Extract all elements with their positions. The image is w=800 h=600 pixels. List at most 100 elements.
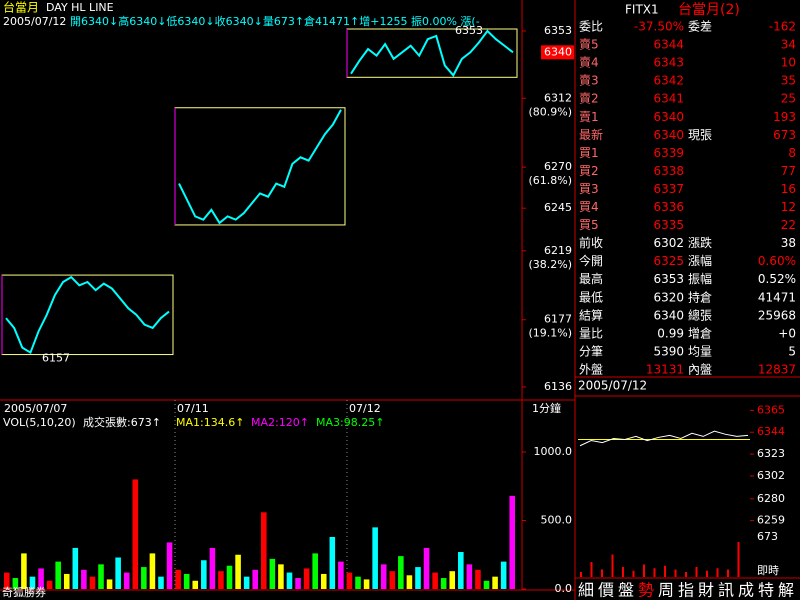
menu-item[interactable]: 訊 <box>718 581 734 600</box>
row-label: 賣3 <box>579 73 599 88</box>
menu-item[interactable]: 指 <box>678 581 694 600</box>
last-price-box <box>541 45 574 60</box>
date-label: 07/12 <box>349 402 381 415</box>
volume-bar <box>372 527 378 589</box>
fib-label: (61.8%) <box>528 174 572 187</box>
volume-bar <box>338 561 344 589</box>
volume-bar <box>509 495 515 589</box>
menu-item[interactable]: 周 <box>658 581 674 600</box>
volume-bar <box>346 572 353 589</box>
mini-volume-bar <box>632 570 635 577</box>
row-value: 6320 <box>653 290 684 304</box>
volume-bar <box>226 565 233 589</box>
quote-name: 台當月(2) <box>678 2 740 18</box>
row-label: 量比 <box>579 326 603 340</box>
row-label: 內盤 <box>688 362 712 376</box>
mini-line <box>579 430 749 447</box>
volume-bar <box>166 542 173 589</box>
legend-item: VOL(5,10,20) <box>3 416 76 429</box>
date-label: 07/11 <box>177 402 209 415</box>
row-value: 34 <box>781 38 796 52</box>
volume-bar <box>466 564 473 589</box>
volume-bar <box>158 576 164 589</box>
volume-bar <box>295 578 301 589</box>
row-value: 77 <box>781 164 796 178</box>
row-label: 賣5 <box>579 37 599 52</box>
row-value: 6302 <box>653 236 684 250</box>
row-value: 35 <box>781 74 796 88</box>
mini-volume-bar <box>727 569 729 577</box>
row-label: 賣2 <box>579 91 599 106</box>
menu-item[interactable]: 成 <box>738 581 754 600</box>
volume-bar <box>269 558 276 589</box>
row-label: 買4 <box>579 200 599 214</box>
row-value: 6340 <box>653 308 684 322</box>
menu-item[interactable]: 價 <box>598 581 614 600</box>
row-label: 委比 <box>579 20 603 34</box>
volume-bar <box>98 564 104 589</box>
menu-item[interactable]: 特 <box>758 581 774 600</box>
y-tick-label: 1000.0 <box>534 445 573 458</box>
row-value: 6340 <box>653 110 684 124</box>
row-value: 6339 <box>653 146 684 160</box>
volume-bar <box>29 576 36 589</box>
volume-bar <box>141 567 147 589</box>
y-tick-label: 6245 <box>544 201 572 214</box>
volume-bar <box>355 576 361 589</box>
y-tick-label: 6280 <box>757 492 785 505</box>
row-value: 193 <box>773 110 796 124</box>
mini-volume-bar <box>643 564 645 577</box>
y-tick-label: 6136 <box>544 380 572 393</box>
row-value: 12837 <box>758 362 796 376</box>
mini-volume-bar <box>664 565 666 577</box>
row-label: 總張 <box>688 307 712 322</box>
quote-title: FITX1 <box>625 3 659 17</box>
menu-item[interactable]: 勢 <box>638 581 654 600</box>
menu-item[interactable]: 盤 <box>618 581 634 600</box>
row-label: 買1 <box>579 146 599 160</box>
row-label: 買3 <box>579 182 599 196</box>
volume-bar <box>389 571 396 589</box>
menu-item[interactable]: 細 <box>578 581 594 600</box>
row-label: 最低 <box>579 290 603 304</box>
y-tick-label: 6344 <box>757 425 785 438</box>
y-tick-label: 6323 <box>757 447 785 460</box>
row-value: 6325 <box>653 254 684 268</box>
volume-bar <box>406 575 413 589</box>
row-value: 25 <box>781 92 796 106</box>
mini-volume-bar <box>737 542 740 577</box>
fib-label: (19.1%) <box>528 327 572 340</box>
volume-bar <box>252 569 258 589</box>
volume-bar <box>63 573 70 589</box>
legend-item: MA3:98.25↑ <box>316 416 384 429</box>
volume-bar <box>363 579 370 589</box>
date-label: 2005/07/07 <box>4 402 67 415</box>
row-label: 委差 <box>688 20 712 34</box>
volume-bar <box>243 576 250 589</box>
mini-volume-bar <box>685 572 687 577</box>
row-value: 6338 <box>653 164 684 178</box>
y-tick-label: 6270 <box>544 160 572 173</box>
volume-bar <box>286 572 293 589</box>
mini-volume-bar <box>653 568 656 577</box>
y-tick-label: 0.0 <box>555 582 573 595</box>
row-value: -37.50% <box>634 20 684 34</box>
legend-item: 成交張數:673↑ <box>83 415 161 429</box>
volume-bar <box>312 553 318 589</box>
menu-item[interactable]: 財 <box>698 581 714 600</box>
row-value: 6353 <box>653 272 684 286</box>
volume-bar <box>320 573 327 589</box>
row-value: 6340 <box>653 128 684 142</box>
row-label: 持倉 <box>688 289 712 304</box>
volume-bar <box>483 580 490 589</box>
volume-bar <box>89 576 96 589</box>
date: 2005/07/12 <box>3 15 66 28</box>
row-label: 買2 <box>579 164 599 178</box>
row-label: 前收 <box>579 235 603 250</box>
quote-date: 2005/07/12 <box>578 379 647 393</box>
row-value: 13131 <box>646 362 684 376</box>
volume-bar <box>132 479 139 589</box>
menu-item[interactable]: 解 <box>778 581 794 600</box>
live-label: 即時 <box>757 564 779 577</box>
